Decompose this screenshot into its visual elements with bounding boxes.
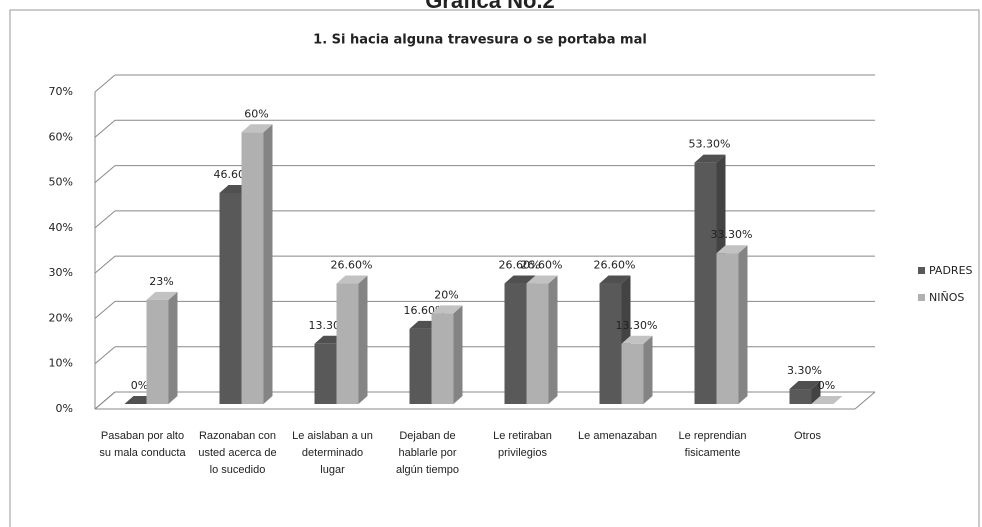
bar-side (263, 124, 273, 405)
y-tick-label: 40% (49, 221, 73, 234)
data-label: 60% (244, 107, 268, 120)
bar-top (431, 305, 463, 314)
grid-line (94, 210, 116, 229)
heading: Grafica No.2 (425, 0, 555, 13)
y-tick-label: 70% (49, 85, 73, 98)
grid-line (94, 346, 116, 365)
bar-front (526, 283, 549, 404)
chart-border (9, 9, 980, 527)
bar-front (431, 313, 454, 404)
data-label: 26.60% (594, 259, 636, 272)
x-tick-label: Pasaban por alto su mala conducta (99, 430, 186, 459)
bar-side (811, 381, 821, 404)
data-label: 20% (434, 288, 458, 301)
x-tick-label: Otros (794, 430, 821, 442)
x-tick-label: Le reprendian fisicamente (678, 430, 747, 459)
x-tick-label: Le retiraban privilegios (493, 430, 552, 459)
bar (716, 245, 748, 404)
legend-swatch (918, 267, 925, 274)
data-label: 26.60% (499, 259, 541, 272)
bar-front (241, 132, 264, 405)
y-tick-label: 10% (49, 357, 73, 370)
bar-front (146, 299, 169, 404)
y-tick-label: 20% (49, 311, 73, 324)
bar-top (336, 275, 368, 284)
data-label: 0% (818, 379, 835, 392)
data-label: 26.60% (521, 259, 563, 272)
grid-line (94, 119, 116, 138)
bar-top (694, 154, 726, 163)
bar (526, 275, 558, 404)
bar-front (694, 162, 717, 404)
data-label: 33.30% (711, 228, 753, 241)
bar-top (146, 291, 178, 300)
bar-front (716, 253, 739, 404)
grid-line (94, 165, 116, 183)
x-tick-label: Le aislaban a un determinado lugar (292, 430, 373, 476)
data-label: 26.60% (331, 259, 373, 272)
bar-front (789, 389, 812, 404)
bar-front (409, 328, 432, 404)
grid-line (94, 301, 116, 319)
y-tick-label: 30% (49, 266, 73, 279)
legend-swatch (918, 294, 925, 301)
bar (146, 291, 178, 404)
legend-label: PADRES (929, 264, 973, 277)
bar (431, 305, 463, 404)
bar-top (504, 275, 536, 284)
data-label: 53.30% (689, 138, 731, 151)
data-label: 23% (149, 275, 173, 288)
data-label: 3.30% (787, 364, 822, 377)
grid-line (94, 74, 116, 93)
data-label: 13.30% (616, 319, 658, 332)
bar-top (599, 275, 631, 284)
bar-side (168, 291, 178, 404)
bar (336, 275, 368, 404)
legend-label: NIÑOS (929, 291, 964, 304)
bar-front (219, 192, 242, 404)
bar-front (621, 343, 644, 404)
bar-side (548, 275, 558, 404)
x-tick-label: Le amenazaban (578, 430, 657, 442)
bar-side (643, 335, 653, 404)
y-tick-label: 50% (49, 176, 73, 189)
bar (621, 335, 653, 404)
bar-top (716, 245, 748, 254)
bar-top (241, 124, 273, 133)
x-tick-label: Dejaban de hablarle por algún tiempo (396, 430, 459, 476)
y-tick-label: 60% (49, 130, 73, 143)
data-label: 0% (131, 379, 148, 392)
bar-front (336, 283, 359, 404)
bar-top (621, 335, 653, 344)
chart-title: 1. Si hacia alguna travesura o se portab… (313, 33, 647, 48)
bar-front (599, 283, 622, 404)
bar-side (453, 305, 463, 404)
bar (241, 124, 273, 405)
bar-top (526, 275, 558, 284)
bar-top (789, 381, 821, 390)
x-tick-label: Razonaban con usted acerca de lo sucedid… (198, 430, 277, 476)
bar-front (314, 343, 337, 404)
bar-side (738, 245, 748, 404)
bar (789, 381, 821, 404)
bar-top (811, 396, 843, 404)
bar-side (358, 275, 368, 404)
bar (811, 396, 843, 404)
floor-line (854, 391, 876, 410)
grid-line (94, 255, 116, 274)
y-tick-label: 0% (56, 402, 73, 415)
bar-front (504, 283, 527, 404)
grid-line (94, 391, 116, 410)
